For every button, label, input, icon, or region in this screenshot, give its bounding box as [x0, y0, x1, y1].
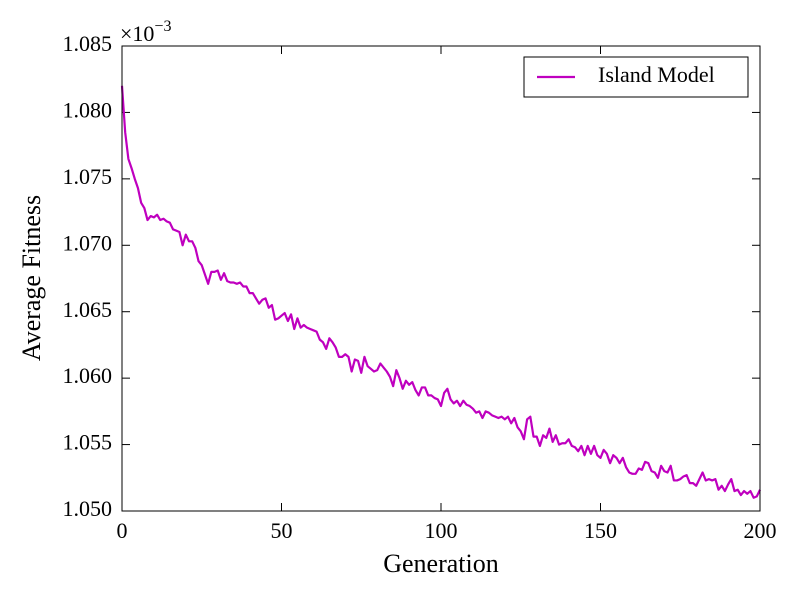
x-axis-label: Generation: [383, 549, 499, 578]
x-tick-label: 100: [425, 518, 458, 543]
x-tick-label: 0: [117, 518, 128, 543]
y-tick-label: 1.080: [63, 97, 113, 122]
y-tick-label: 1.070: [63, 230, 113, 255]
y-tick-label: 1.085: [63, 31, 113, 56]
x-tick-label: 200: [744, 518, 777, 543]
y-offset-exponent: −3: [154, 18, 171, 35]
line: [120, 85, 761, 499]
y-tick-label: 1.075: [63, 164, 113, 189]
y-offset-label: ×10−3: [120, 18, 171, 46]
x-tick-label: 150: [584, 518, 617, 543]
plot-frame: [121, 45, 761, 512]
y-tick-label: 1.060: [63, 363, 113, 388]
x-tick-label: 50: [271, 518, 293, 543]
y-offset-base: ×10: [120, 21, 154, 46]
y-tick-label: 1.065: [63, 297, 113, 322]
y-tick-label: 1.055: [63, 430, 113, 455]
y-axis-label: Average Fitness: [17, 195, 46, 361]
y-tick-label: 1.050: [63, 496, 113, 521]
legend-label: Island Model: [598, 62, 715, 87]
